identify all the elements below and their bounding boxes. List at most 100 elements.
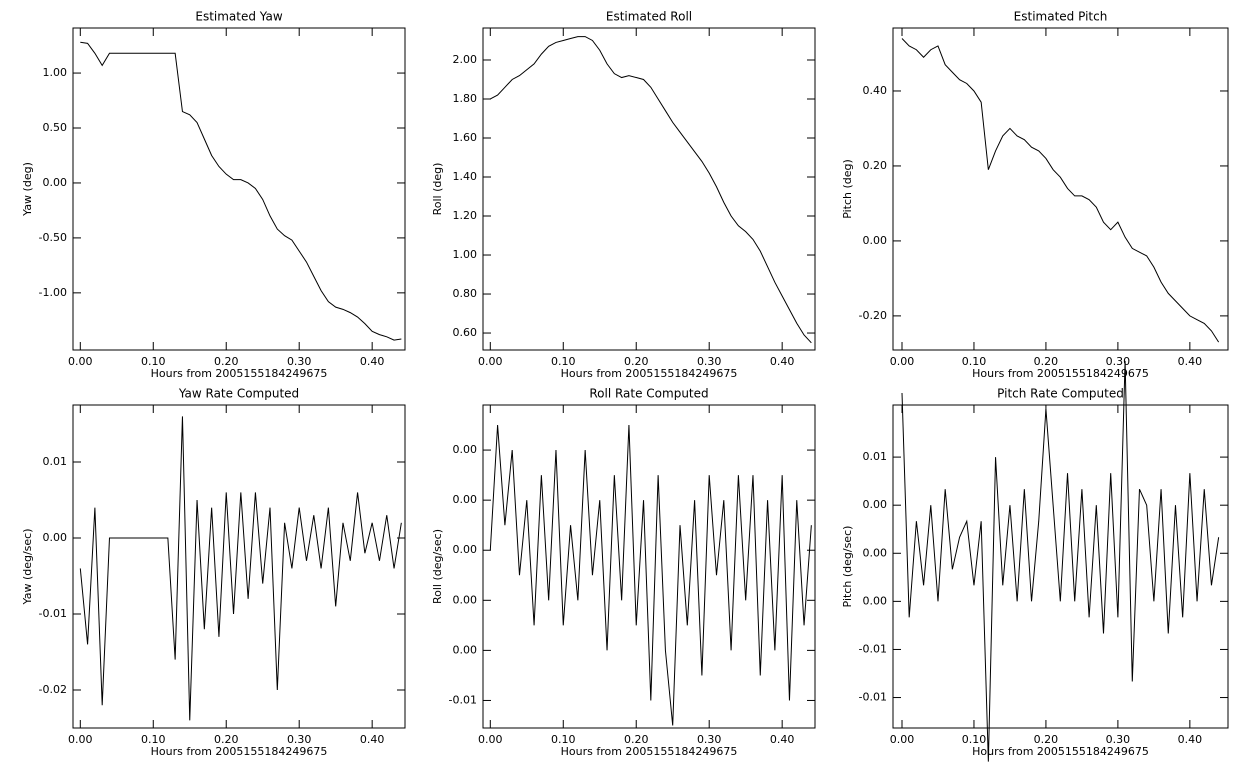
x-tick-label: 0.20 <box>1034 355 1059 368</box>
x-tick-label: 0.30 <box>287 733 312 746</box>
subplot: Estimated Roll Hours from 200515518424967… <box>431 10 816 380</box>
subplot: Roll Rate Computed Hours from 20051551842… <box>431 387 816 758</box>
x-tick-label: 0.30 <box>287 355 312 368</box>
x-tick-label: 0.10 <box>141 733 166 746</box>
subplot: Estimated Yaw Hours from 2005155184249675… <box>21 10 406 380</box>
x-tick-label: 0.20 <box>1034 733 1059 746</box>
x-tick-label: 0.30 <box>697 355 722 368</box>
x-tick-label: 0.10 <box>551 733 576 746</box>
x-tick-label: 0.00 <box>68 355 93 368</box>
subplot: Pitch Rate Computed Hours from 2005155184… <box>841 360 1229 762</box>
y-tick-label: 0.50 <box>43 121 68 134</box>
y-tick-label: -0.01 <box>449 693 477 706</box>
y-tick-label: 0.00 <box>453 543 478 556</box>
chart-title: Estimated Pitch <box>1014 10 1108 24</box>
y-tick-label: 0.00 <box>453 593 478 606</box>
y-tick-label: -0.20 <box>859 309 887 322</box>
y-tick-label: -0.01 <box>859 642 887 655</box>
y-axis-label: Roll (deg/sec) <box>431 529 444 604</box>
x-tick-label: 0.30 <box>1106 355 1131 368</box>
x-tick-label: 0.10 <box>962 355 987 368</box>
y-tick-label: 0.40 <box>863 84 888 97</box>
x-tick-label: 0.20 <box>624 733 649 746</box>
y-tick-label: 1.40 <box>453 170 478 183</box>
y-tick-label: -0.02 <box>39 683 67 696</box>
y-axis-label: Pitch (deg/sec) <box>841 526 854 608</box>
plot-frame <box>72 27 406 351</box>
y-axis-label: Yaw (deg/sec) <box>21 528 34 605</box>
plot-frame <box>892 404 1229 729</box>
x-tick-label: 0.40 <box>1178 733 1203 746</box>
y-tick-label: 0.00 <box>863 498 888 511</box>
x-tick-label: 0.20 <box>214 355 239 368</box>
x-tick-label: 0.10 <box>962 733 987 746</box>
data-line <box>901 38 1220 343</box>
x-axis-label: Hours from 2005155184249675 <box>151 745 328 758</box>
x-tick-label: 0.00 <box>890 733 915 746</box>
plot-frame <box>892 27 1229 351</box>
y-tick-label: 0.00 <box>863 234 888 247</box>
y-tick-label: 0.80 <box>453 287 478 300</box>
plot-frame <box>72 404 406 729</box>
x-tick-label: 0.40 <box>360 355 385 368</box>
y-tick-label: 0.00 <box>863 594 888 607</box>
chart-title: Pitch Rate Computed <box>997 387 1124 401</box>
x-tick-label: 0.40 <box>770 733 795 746</box>
data-line <box>489 424 812 726</box>
y-tick-label: 0.60 <box>453 326 478 339</box>
y-tick-label: -0.01 <box>859 691 887 704</box>
y-tick-label: 0.00 <box>453 643 478 656</box>
x-tick-label: 0.40 <box>770 355 795 368</box>
y-tick-label: 2.00 <box>453 53 478 66</box>
x-axis-label: Hours from 2005155184249675 <box>972 367 1149 380</box>
data-line <box>79 416 402 721</box>
x-tick-label: 0.20 <box>214 733 239 746</box>
y-tick-label: 0.00 <box>863 546 888 559</box>
plot-frame <box>482 404 816 729</box>
x-tick-label: 0.40 <box>360 733 385 746</box>
y-tick-label: -0.50 <box>39 231 67 244</box>
x-tick-label: 0.40 <box>1178 355 1203 368</box>
x-tick-label: 0.30 <box>1106 733 1131 746</box>
y-tick-label: 1.00 <box>43 66 68 79</box>
data-line <box>490 36 812 344</box>
y-tick-label: 1.60 <box>453 131 478 144</box>
subplot: Yaw Rate Computed Hours from 200515518424… <box>21 387 406 758</box>
x-tick-label: 0.10 <box>141 355 166 368</box>
x-axis-label: Hours from 2005155184249675 <box>151 367 328 380</box>
plot-frame <box>482 27 816 351</box>
y-tick-label: 0.00 <box>453 443 478 456</box>
x-tick-label: 0.00 <box>68 733 93 746</box>
y-tick-label: 0.01 <box>43 455 68 468</box>
x-tick-label: 0.10 <box>551 355 576 368</box>
data-line <box>80 41 402 341</box>
subplot: Estimated Pitch Hours from 20051551842496… <box>841 10 1229 380</box>
x-tick-label: 0.30 <box>697 733 722 746</box>
x-tick-label: 0.00 <box>478 355 503 368</box>
chart-title: Estimated Yaw <box>195 10 282 24</box>
chart-title: Estimated Roll <box>606 10 692 24</box>
x-axis-label: Hours from 2005155184249675 <box>561 745 738 758</box>
y-tick-label: 0.01 <box>863 450 888 463</box>
data-line <box>901 360 1220 762</box>
y-axis-label: Roll (deg) <box>431 163 444 216</box>
x-tick-label: 0.00 <box>478 733 503 746</box>
y-tick-label: 0.00 <box>43 531 68 544</box>
y-tick-label: -0.01 <box>39 607 67 620</box>
x-axis-label: Hours from 2005155184249675 <box>972 745 1149 758</box>
x-tick-label: 0.20 <box>624 355 649 368</box>
y-tick-label: 1.00 <box>453 248 478 261</box>
y-tick-label: 0.00 <box>453 493 478 506</box>
x-axis-label: Hours from 2005155184249675 <box>561 367 738 380</box>
y-axis-label: Yaw (deg) <box>21 162 34 217</box>
y-tick-label: 0.00 <box>43 176 68 189</box>
x-tick-label: 0.00 <box>890 355 915 368</box>
y-axis-label: Pitch (deg) <box>841 159 854 219</box>
y-tick-label: -1.00 <box>39 286 67 299</box>
chart-title: Roll Rate Computed <box>589 387 708 401</box>
chart-title: Yaw Rate Computed <box>178 387 299 401</box>
y-tick-label: 0.20 <box>863 159 888 172</box>
y-tick-label: 1.20 <box>453 209 478 222</box>
y-tick-label: 1.80 <box>453 92 478 105</box>
